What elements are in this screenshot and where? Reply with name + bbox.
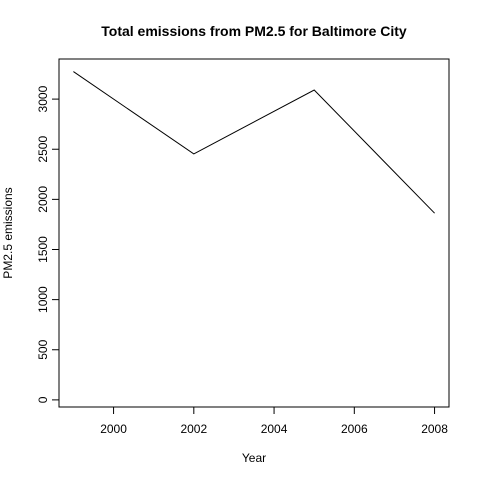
- y-axis-label: PM2.5 emissions: [1, 187, 15, 278]
- x-tick-label: 2000: [100, 422, 127, 436]
- series-group: [73, 71, 435, 214]
- x-tick-label: 2002: [180, 422, 207, 436]
- y-tick-label: 2500: [36, 136, 50, 163]
- y-tick-label: 3000: [36, 85, 50, 112]
- x-tick-label: 2004: [261, 422, 288, 436]
- x-axis: 2000 2002 2004 2006 2008: [100, 406, 448, 436]
- series-line: [73, 71, 435, 214]
- y-axis: 0 500 1000 1500 2000 2500 3000: [36, 85, 60, 403]
- x-tick-label: 2006: [341, 422, 368, 436]
- y-tick-label: 0: [36, 396, 50, 403]
- chart-title: Total emissions from PM2.5 for Baltimore…: [101, 23, 407, 39]
- y-tick-label: 1000: [36, 286, 50, 313]
- y-tick-label: 2000: [36, 186, 50, 213]
- y-tick-label: 1500: [36, 236, 50, 263]
- x-tick-label: 2008: [421, 422, 448, 436]
- x-axis-label: Year: [242, 451, 266, 465]
- plot-frame: [58, 58, 450, 408]
- y-tick-label: 500: [36, 339, 50, 359]
